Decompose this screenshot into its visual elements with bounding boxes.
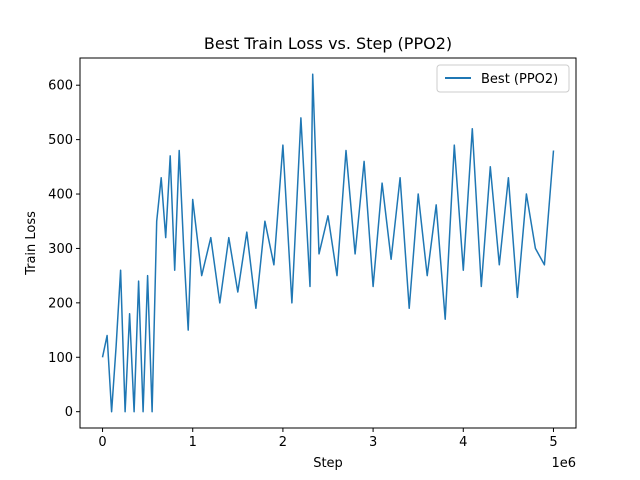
- x-tick-label: 4: [459, 435, 467, 450]
- y-tick-label: 600: [48, 79, 73, 94]
- x-axis-offset-label: 1e6: [551, 456, 576, 471]
- y-tick-label: 300: [48, 242, 73, 257]
- plot-data-layer: [101, 73, 555, 413]
- chart-title: Best Train Loss vs. Step (PPO2): [204, 34, 452, 53]
- plot-frame: [79, 57, 577, 429]
- x-axis-label: Step: [313, 456, 343, 471]
- y-tick-label: 0: [65, 405, 73, 420]
- y-tick-label: 400: [48, 188, 73, 203]
- x-tick-label: 2: [279, 435, 287, 450]
- y-axis-label: Train Loss: [24, 211, 39, 276]
- x-tick-label: 3: [369, 435, 377, 450]
- legend-box: [436, 64, 570, 93]
- x-tick-label: 0: [98, 435, 106, 450]
- y-tick-label: 200: [48, 296, 73, 311]
- x-tick-label: 5: [549, 435, 557, 450]
- x-tick-label: 1: [189, 435, 197, 450]
- legend: Best (PPO2): [436, 64, 570, 93]
- series-line: [101, 73, 555, 413]
- y-tick-label: 100: [48, 351, 73, 366]
- y-tick-label: 500: [48, 133, 73, 148]
- axis-ticks: 0 1 2 3 4 5 0 100 200 300 400 500 600: [48, 79, 557, 450]
- legend-label: Best (PPO2): [481, 72, 558, 87]
